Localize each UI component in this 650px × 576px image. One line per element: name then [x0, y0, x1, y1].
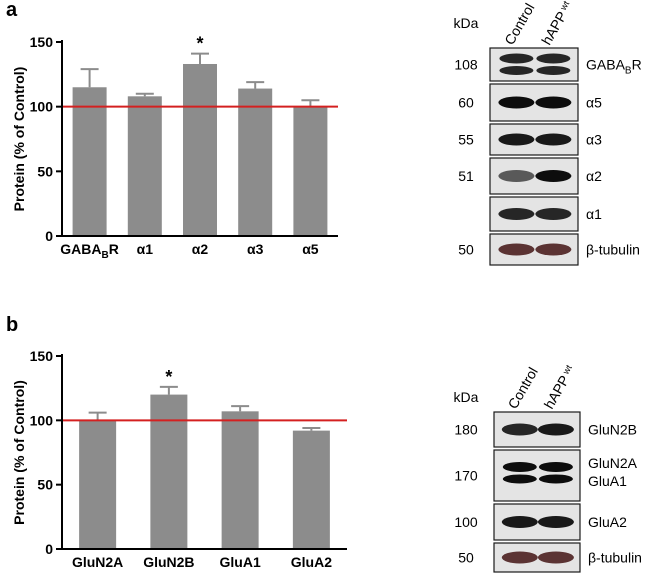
kda-0-5: 50 — [458, 242, 474, 258]
band-1-1-1-upper — [538, 461, 573, 472]
lane-label-0-0: Control — [501, 0, 537, 47]
band-0-1-1 — [535, 96, 572, 109]
band-0-1-0 — [498, 96, 535, 109]
bar-a-1 — [127, 96, 162, 236]
bar-b-0 — [79, 420, 117, 549]
y-tick-label-b-1: 50 — [37, 477, 53, 493]
kda-0-2: 55 — [458, 132, 474, 148]
protein-label-0-4: α1 — [586, 206, 602, 222]
lane-label-0-1: hAPP wt — [538, 0, 576, 48]
x-tick-label-b-1: GluN2B — [143, 554, 194, 570]
band-1-1-0-upper — [502, 461, 537, 472]
blot-strip-1-1 — [493, 449, 581, 502]
y-axis-label-a: Protein (% of Control) — [11, 67, 27, 212]
blot-strip-0-0 — [489, 47, 579, 82]
y-tick-label-a-1: 50 — [37, 163, 53, 179]
band-0-2-1 — [535, 133, 572, 146]
x-tick-label-b-2: GluA1 — [220, 554, 261, 570]
protein-label-1-3: β-tubulin — [588, 550, 642, 566]
bar-a-3 — [238, 88, 273, 236]
kda-0-1: 60 — [458, 95, 474, 111]
x-tick-label-a-1: α1 — [137, 241, 154, 257]
band-0-3-1 — [535, 170, 572, 182]
kda-1-0: 180 — [454, 422, 478, 438]
band-0-0-0-upper — [499, 53, 534, 64]
protein-label-0-1: α5 — [586, 95, 602, 111]
western-blot-a: kDa Control hAPP wt 108 GABABR 60 α5 55 α3 51 α2 α1… — [454, 0, 642, 266]
band-1-1-0-lower — [502, 474, 537, 484]
band-0-0-1-upper — [536, 53, 571, 64]
kda-1-2: 100 — [454, 514, 478, 530]
protein-label-0-0: GABABR — [586, 57, 642, 77]
lane-label-1-0: Control — [505, 364, 541, 411]
x-tick-label-a-2: α2 — [192, 241, 209, 257]
x-tick-label-a-4: α5 — [302, 241, 319, 257]
y-tick-label-b-2: 100 — [30, 412, 54, 428]
x-tick-label-a-3: α3 — [247, 241, 264, 257]
bar-chart-b: GluN2A * GluN2B GluA1 GluA2 0 50 100 150Protein … — [11, 348, 347, 570]
x-tick-label-a-0: GABABR — [60, 241, 119, 261]
band-1-1-1-lower — [538, 474, 573, 484]
panel-label-a: a — [6, 0, 18, 21]
western-blot-b: kDa Control hAPP wt 180 GluN2B 170 GluN2A GluA1… — [454, 362, 642, 573]
y-axis-label-b: Protein (% of Control) — [11, 380, 27, 525]
protein-label-0-5: β-tubulin — [586, 242, 640, 258]
protein-label-1-1: GluN2A — [588, 455, 638, 471]
protein-label-1-0: GluN2B — [588, 422, 637, 438]
protein-label-0-3: α2 — [586, 168, 602, 184]
y-tick-label-b-3: 150 — [30, 348, 54, 364]
x-tick-label-b-3: GluA2 — [291, 554, 332, 570]
band-1-2-1 — [537, 516, 574, 528]
protein-label-1-2: GluA2 — [588, 514, 627, 530]
kda-0-3: 51 — [458, 168, 474, 184]
band-0-0-0-lower — [499, 66, 534, 75]
band-0-5-1 — [535, 243, 572, 256]
y-tick-label-b-0: 0 — [45, 541, 53, 557]
band-1-3-0 — [501, 551, 538, 564]
band-0-2-0 — [498, 133, 535, 146]
band-1-0-1 — [537, 423, 574, 436]
band-0-4-0 — [498, 208, 535, 220]
protein-label-0-2: α3 — [586, 132, 602, 148]
bar-a-4 — [293, 106, 328, 237]
significance-star-b-1: * — [165, 367, 172, 387]
y-tick-label-a-2: 100 — [30, 99, 54, 115]
band-0-4-1 — [535, 208, 572, 220]
x-tick-label-b-0: GluN2A — [72, 554, 123, 570]
band-0-3-0 — [498, 170, 535, 182]
y-tick-label-a-3: 150 — [30, 34, 54, 50]
band-1-3-1 — [537, 551, 574, 564]
kda-heading-0: kDa — [454, 15, 479, 31]
bar-chart-a: GABABR α1 * α2 α3 α5 0 50 100 150 Protein (% of Co… — [11, 34, 338, 261]
bar-b-3 — [292, 430, 330, 549]
kda-0-0: 108 — [454, 57, 478, 73]
significance-star-a-2: * — [196, 34, 203, 54]
bar-a-2 — [183, 63, 217, 237]
kda-1-1: 170 — [454, 468, 478, 484]
band-1-2-0 — [501, 516, 538, 528]
protein-label-1-1-b: GluA1 — [588, 473, 627, 489]
kda-heading-1: kDa — [454, 389, 479, 405]
band-0-0-1-lower — [536, 66, 571, 75]
lane-label-1-1: hAPP wt — [541, 362, 579, 411]
band-1-0-0 — [501, 423, 538, 436]
band-0-5-0 — [498, 243, 535, 256]
bar-a-0 — [72, 87, 107, 237]
bar-b-2 — [221, 411, 259, 549]
y-tick-label-a-0: 0 — [45, 228, 53, 244]
kda-1-3: 50 — [458, 550, 474, 566]
bar-b-1 — [150, 394, 188, 549]
panel-label-b: b — [6, 314, 18, 336]
